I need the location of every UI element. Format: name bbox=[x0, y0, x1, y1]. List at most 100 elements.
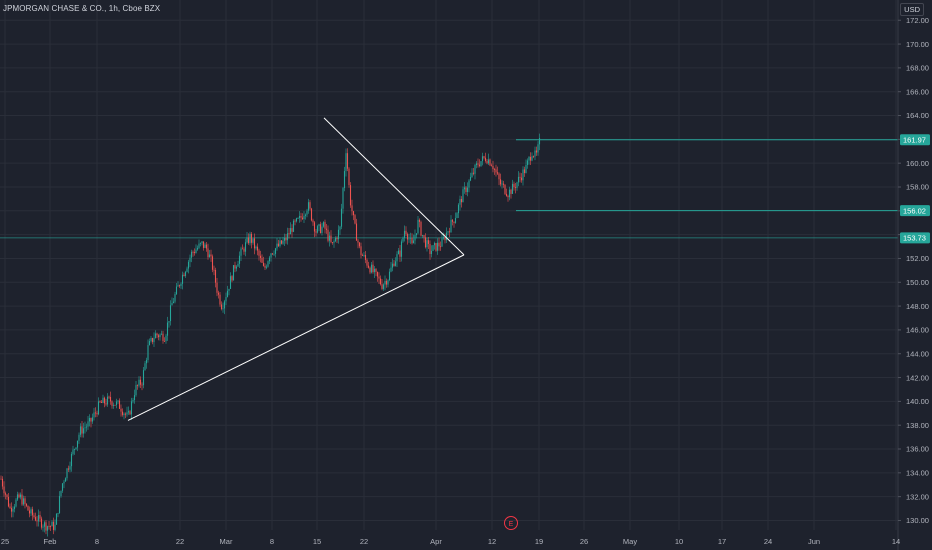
candle-body bbox=[333, 241, 335, 243]
candle-body bbox=[96, 412, 98, 415]
y-tick-label: 138.00 bbox=[906, 421, 929, 430]
candle-body bbox=[360, 246, 362, 256]
candle-body bbox=[81, 426, 83, 434]
y-tick-label: 172.00 bbox=[906, 16, 929, 25]
y-tick-label: 170.00 bbox=[906, 40, 929, 49]
price-label-bg bbox=[900, 232, 930, 244]
x-tick-label: Feb bbox=[44, 537, 57, 546]
candle-body bbox=[195, 249, 197, 254]
candle-body bbox=[189, 257, 191, 262]
candle-body bbox=[471, 172, 473, 178]
candle-body bbox=[151, 337, 154, 343]
candle-body bbox=[127, 411, 130, 413]
candle-body bbox=[454, 218, 457, 223]
candle-body bbox=[25, 503, 28, 506]
candles bbox=[0, 133, 541, 537]
candle-body bbox=[175, 286, 178, 295]
candle-body bbox=[429, 243, 431, 254]
candle-body bbox=[487, 159, 490, 164]
candle-body bbox=[27, 505, 29, 511]
candle-body bbox=[63, 481, 65, 484]
candle-body bbox=[534, 150, 536, 157]
candle-body bbox=[522, 169, 524, 181]
candle-body bbox=[510, 189, 512, 194]
candle-body bbox=[309, 202, 311, 209]
candle-body bbox=[390, 267, 392, 272]
y-tick-label: 158.00 bbox=[906, 183, 929, 192]
candle-body bbox=[378, 276, 380, 279]
symbol-title[interactable]: JPMORGAN CHASE & CO., 1h, Cboe BZX bbox=[3, 4, 161, 13]
time-axis[interactable]: 25 Feb 8 22 Mar 8 15 22 Apr 12 19 26 May 10 17 24 Jun 14 bbox=[1, 537, 900, 546]
candle-body bbox=[13, 506, 16, 510]
candle-body bbox=[297, 218, 299, 219]
candle-body bbox=[435, 243, 437, 251]
candle-body bbox=[294, 220, 296, 222]
candle-body bbox=[430, 250, 433, 254]
candle-body bbox=[303, 215, 305, 220]
y-tick-label: 148.00 bbox=[906, 302, 929, 311]
candle-body bbox=[379, 278, 382, 285]
candle-body bbox=[397, 250, 400, 255]
candle-body bbox=[351, 205, 353, 212]
candle-body bbox=[295, 218, 298, 222]
candle-body bbox=[225, 296, 227, 302]
candle-body bbox=[241, 248, 244, 250]
candle-body bbox=[163, 340, 166, 342]
candle-body bbox=[84, 427, 86, 429]
candle-body bbox=[288, 233, 290, 235]
candle-body bbox=[451, 219, 454, 222]
candle-body bbox=[271, 253, 274, 255]
candle-body bbox=[16, 494, 19, 500]
candle-body bbox=[388, 271, 391, 281]
candle-body bbox=[217, 292, 220, 295]
candle-body bbox=[375, 268, 377, 272]
x-tick-label: 8 bbox=[95, 537, 99, 546]
trendline[interactable] bbox=[127, 254, 465, 421]
candle-body bbox=[286, 233, 289, 241]
price-label-text: 156.02 bbox=[903, 206, 926, 215]
y-tick-label: 144.00 bbox=[906, 349, 929, 358]
candle-body bbox=[448, 231, 451, 233]
candle-body bbox=[349, 185, 352, 206]
trendline[interactable] bbox=[323, 117, 465, 256]
candle-body bbox=[205, 244, 208, 249]
candle-body bbox=[490, 165, 493, 167]
candle-body bbox=[259, 255, 262, 258]
x-tick-label: 25 bbox=[1, 537, 9, 546]
earnings-marker[interactable]: E bbox=[504, 516, 518, 530]
candle-body bbox=[10, 507, 13, 512]
candle-body bbox=[202, 241, 205, 248]
candle-body bbox=[79, 426, 82, 435]
candle-body bbox=[279, 240, 281, 247]
candle-body bbox=[324, 222, 326, 229]
candle-body bbox=[207, 248, 209, 258]
candle-body bbox=[414, 235, 416, 241]
candle-body bbox=[462, 189, 464, 203]
candle-body bbox=[168, 321, 170, 323]
candle-body bbox=[493, 169, 496, 170]
candle-body bbox=[156, 333, 158, 336]
y-tick-label: 136.00 bbox=[906, 445, 929, 454]
candle-body bbox=[178, 285, 181, 287]
candle-body bbox=[262, 262, 265, 266]
x-tick-label: 24 bbox=[764, 537, 772, 546]
trendlines bbox=[127, 117, 465, 421]
candle-body bbox=[198, 243, 200, 248]
candle-body bbox=[411, 237, 413, 244]
currency-button[interactable]: USD bbox=[900, 3, 924, 16]
candle-body bbox=[355, 223, 358, 241]
candle-body bbox=[345, 153, 347, 172]
candle-body bbox=[501, 183, 503, 185]
x-tick-label: Jun bbox=[808, 537, 820, 546]
candle-body bbox=[327, 229, 329, 241]
candle-body bbox=[204, 244, 206, 248]
candle-body bbox=[15, 499, 17, 507]
candle-body bbox=[55, 513, 58, 525]
candle-body bbox=[426, 240, 428, 248]
candle-body bbox=[123, 413, 125, 415]
candle-body bbox=[211, 256, 214, 270]
candle-body bbox=[187, 261, 190, 269]
candle-body bbox=[315, 231, 317, 233]
candle-body bbox=[219, 294, 221, 305]
